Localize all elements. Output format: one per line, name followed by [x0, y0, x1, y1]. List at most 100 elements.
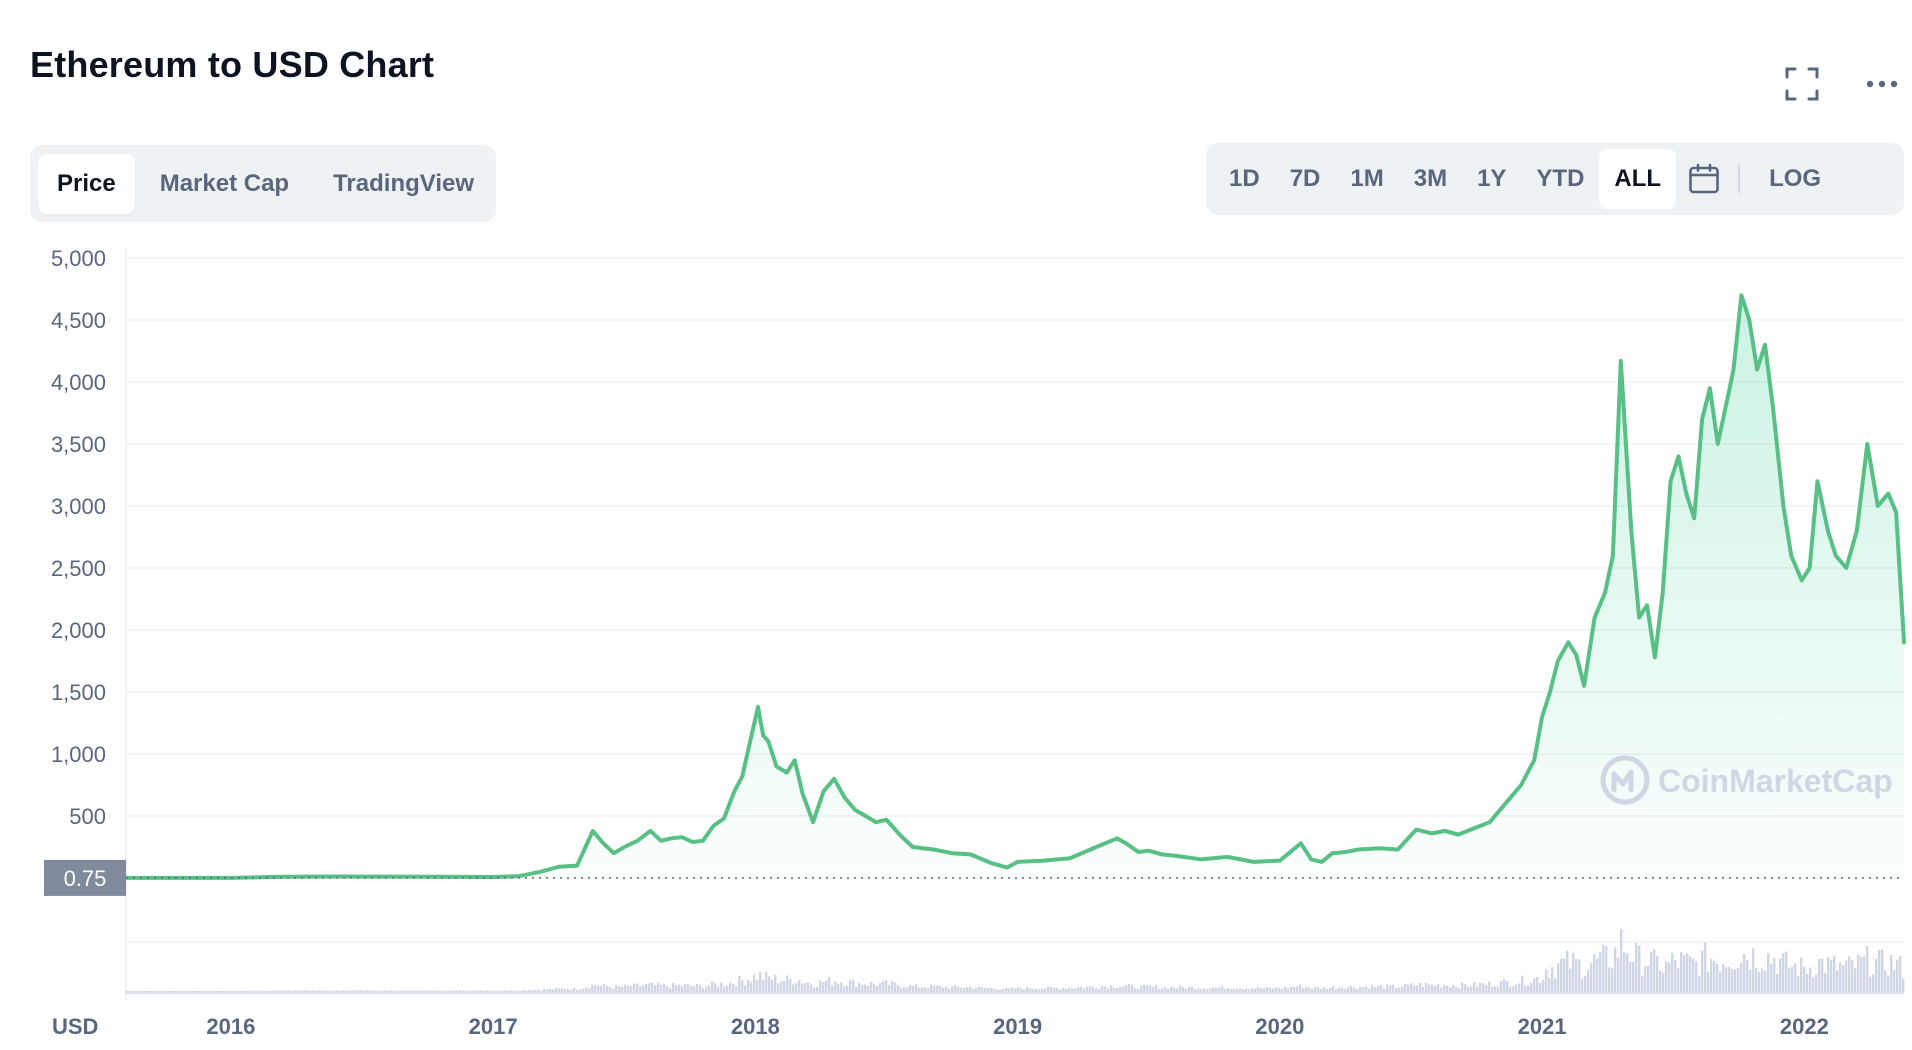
volume-bar: [1518, 983, 1521, 992]
volume-bar: [489, 990, 492, 992]
price-area: [126, 295, 1904, 878]
volume-bar: [1095, 988, 1098, 992]
volume-bar: [1494, 986, 1497, 992]
volume-bar: [894, 982, 897, 992]
volume-bar: [273, 990, 276, 992]
volume-bar: [1080, 986, 1083, 992]
volume-bar: [1842, 964, 1845, 992]
volume-bar: [1512, 986, 1515, 992]
volume-bar: [1353, 987, 1356, 992]
volume-bar: [561, 988, 564, 992]
range-1d-button[interactable]: 1D: [1229, 165, 1260, 192]
volume-bar: [1392, 984, 1395, 992]
range-1y-button[interactable]: 1Y: [1477, 165, 1507, 192]
more-icon[interactable]: [1862, 64, 1902, 104]
volume-bar: [1344, 989, 1347, 992]
volume-bar: [375, 990, 378, 992]
volume-bar: [468, 990, 471, 992]
volume-bar: [1665, 961, 1668, 992]
volume-bar: [1767, 953, 1770, 992]
volume-bar: [1110, 985, 1113, 992]
volume-bar: [1185, 988, 1188, 992]
volume-bar: [1086, 986, 1089, 992]
volume-bar: [732, 983, 735, 992]
volume-bar: [600, 985, 603, 992]
volume-bar: [1368, 988, 1371, 992]
volume-bar: [537, 989, 540, 992]
volume-bar: [363, 990, 366, 992]
volume-bar: [1308, 987, 1311, 992]
volume-bar: [876, 986, 879, 992]
volume-bar: [933, 986, 936, 992]
volume-bar: [1626, 953, 1629, 992]
range-ytd-button[interactable]: YTD: [1536, 165, 1585, 192]
volume-bar: [1002, 989, 1005, 992]
volume-bar: [1284, 986, 1287, 992]
volume-bar: [1890, 954, 1893, 992]
volume-bar: [966, 987, 969, 992]
volume-bar: [1902, 978, 1905, 992]
volume-bar: [1749, 969, 1752, 992]
fullscreen-icon[interactable]: [1782, 64, 1822, 104]
volume-bar: [1275, 987, 1278, 992]
volume-bar: [828, 976, 831, 992]
range-all-button[interactable]: ALL: [1599, 149, 1677, 209]
volume-bar: [1266, 986, 1269, 992]
y-tick-label: 3,000: [51, 494, 106, 519]
volume-bar: [1296, 986, 1299, 992]
tab-tradingview[interactable]: TradingView: [333, 169, 475, 197]
volume-bar: [1647, 966, 1650, 992]
volume-bar: [318, 990, 321, 992]
volume-bar: [1257, 987, 1260, 992]
volume-bar: [1299, 984, 1302, 992]
log-scale-button[interactable]: LOG: [1769, 165, 1822, 192]
volume-bar: [1287, 988, 1290, 992]
volume-bar: [1251, 988, 1254, 992]
volume-bar: [300, 990, 303, 992]
volume-bar: [441, 990, 444, 992]
volume-bar: [990, 987, 993, 992]
volume-bar: [1809, 967, 1812, 992]
price-chart: 5,000 4,500 4,000 3,500 3,000 2,500 2,000 1,500…: [44, 246, 1906, 1039]
volume-bar: [1731, 969, 1734, 992]
volume-bar: [516, 990, 519, 992]
volume-bar: [1161, 987, 1164, 992]
volume-bar: [1779, 958, 1782, 992]
volume-bar: [1380, 985, 1383, 992]
volume-bar: [309, 990, 312, 992]
volume-bar: [1752, 948, 1755, 992]
volume-bar: [972, 988, 975, 992]
volume-bar: [1662, 972, 1665, 992]
tab-market-cap[interactable]: Market Cap: [159, 169, 290, 197]
volume-bar: [1107, 988, 1110, 992]
volume-bar: [1191, 986, 1194, 992]
volume-bar: [978, 986, 981, 992]
volume-bar: [1212, 987, 1215, 992]
volume-bar: [1788, 967, 1791, 992]
volume-bar: [1011, 987, 1014, 992]
range-1m-button[interactable]: 1M: [1350, 165, 1384, 192]
volume-bar: [474, 990, 477, 992]
volume-bar: [381, 990, 384, 992]
volume-bar: [750, 982, 753, 992]
range-7d-button[interactable]: 7D: [1289, 165, 1321, 192]
volume-bar: [1608, 967, 1611, 992]
volume-bar: [1521, 975, 1524, 992]
volume-bar: [1125, 985, 1128, 992]
volume-bar: [1158, 989, 1161, 992]
volume-bar: [1401, 986, 1404, 992]
range-3m-button[interactable]: 3M: [1413, 165, 1448, 192]
volume-bar: [849, 980, 852, 992]
volume-bar: [1041, 988, 1044, 992]
volume-bar: [1320, 989, 1323, 992]
calendar-icon[interactable]: [1676, 149, 1732, 209]
volume-bar: [498, 990, 501, 992]
volume-bar: [1347, 987, 1350, 992]
volume-bar: [303, 990, 306, 992]
tab-price[interactable]: Price: [38, 153, 135, 214]
current-price-tag: [44, 859, 126, 896]
volume-bar: [279, 990, 282, 992]
y-tick-label: 4,000: [51, 370, 106, 395]
volume-bar: [1398, 987, 1401, 992]
volume-bar: [156, 990, 159, 992]
